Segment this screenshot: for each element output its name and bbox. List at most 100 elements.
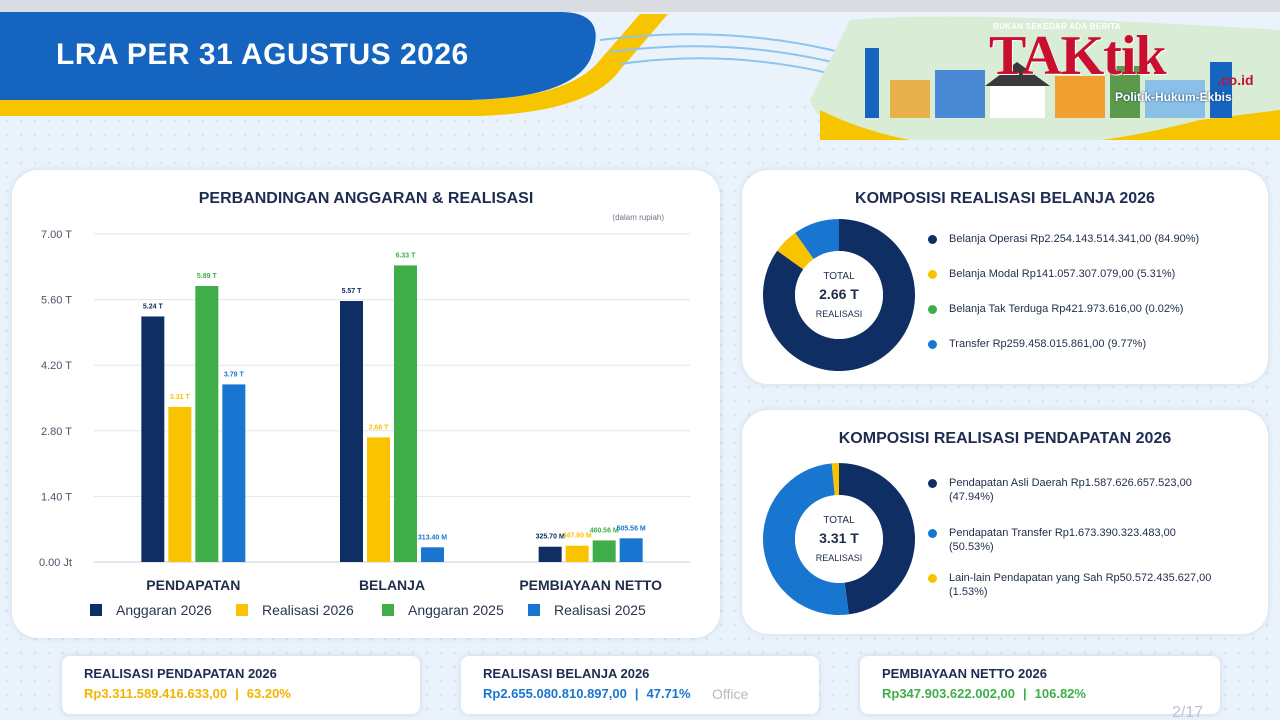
bar (168, 406, 192, 562)
slice-name: Belanja Modal (949, 268, 1019, 280)
y-tick-label: 5.60 T (41, 295, 72, 307)
summary-label: PEMBIAYAAN NETTO 2026 (882, 666, 1047, 681)
bar (222, 384, 246, 562)
summary-separator: | (235, 686, 239, 701)
bar-value-label: 3.79 T (224, 371, 245, 378)
bar-value-label: 325.70 M (536, 534, 565, 541)
summary-pendapatan: REALISASI PENDAPATAN 2026 Rp3.311.589.41… (62, 656, 420, 714)
legend-dot (928, 270, 937, 279)
pendapatan-composition-title: KOMPOSISI REALISASI PENDAPATAN 2026 (838, 430, 1172, 447)
bar (340, 301, 363, 562)
legend-dot (928, 305, 937, 314)
belanja-legend-item: Belanja Tak Terduga Rp421.973.616,00 (0.… (928, 302, 1183, 316)
slice-name: Transfer (949, 338, 990, 350)
bar (619, 538, 643, 562)
summary-pembiayaan: PEMBIAYAAN NETTO 2026 Rp347.903.622.002,… (860, 656, 1220, 714)
donut-slice (763, 219, 915, 371)
y-tick-label: 7.00 T (41, 229, 72, 241)
legend-dot (928, 235, 937, 244)
bar-value-label: 313.40 M (418, 534, 447, 541)
bar-value-label: 6.33 T (396, 252, 417, 259)
page-number: 2/17 (1172, 704, 1204, 720)
unit-note: (dalam rupiah) (612, 213, 664, 222)
belanja-donut-legend: Belanja Operasi Rp2.254.143.514.341,00 (… (928, 232, 1258, 362)
donut-center-sub: REALISASI (816, 309, 863, 319)
donut-center-sub: REALISASI (816, 553, 863, 563)
bar (538, 546, 562, 562)
bar-value-label: 5.24 T (143, 303, 164, 310)
slice-amount: Rp259.458.015.861,00 (992, 338, 1105, 350)
slice-name: Belanja Operasi (949, 233, 1028, 245)
legend-dot (928, 479, 937, 488)
donut-slice (777, 232, 814, 270)
bar-value-label: 505.56 M (617, 525, 646, 532)
logo-tagline: BUKAN SEKEDAR ADA BERITA (993, 22, 1121, 31)
bar-value-label: 3.31 T (170, 394, 191, 401)
legend-anggaran-2026: Anggaran 2026 (90, 602, 212, 618)
legend-label: Realisasi 2025 (554, 602, 646, 618)
donut-slice (795, 232, 814, 260)
window-top-strip (0, 0, 1280, 12)
summary-separator: | (1023, 686, 1027, 701)
watermark-overlay: Office (712, 686, 749, 702)
slice-name: Pendapatan Asli Daerah (949, 477, 1068, 489)
bar-value-label: 2.66 T (369, 424, 390, 431)
legend-label: Anggaran 2026 (116, 602, 212, 618)
summary-value: Rp347.903.622.002,00 | 106.82% (882, 686, 1198, 701)
legend-swatch (382, 604, 394, 616)
pendapatan-donut-legend: Pendapatan Asli Daerah Rp1.587.626.657.5… (928, 476, 1258, 606)
belanja-legend-item: Belanja Modal Rp141.057.307.079,00 (5.31… (928, 267, 1175, 281)
legend-swatch (528, 604, 540, 616)
bar (421, 547, 444, 562)
summary-percent: 106.82% (1034, 686, 1086, 701)
slice-percent: (1.53%) (949, 586, 988, 598)
summary-percent: 47.71% (646, 686, 691, 701)
pendapatan-donut-chart: TOTAL 3.31 T REALISASI (762, 463, 915, 616)
donut-center-label: TOTAL (823, 515, 855, 526)
slice-percent: (84.90%) (1154, 233, 1200, 245)
legend-swatch (236, 604, 248, 616)
donut-hole (795, 495, 883, 583)
header-band (0, 12, 1280, 140)
donut-center-label: TOTAL (823, 271, 855, 282)
legend-dot (928, 340, 937, 349)
summary-value: Rp2.655.080.810.897,00 | 47.71% (483, 686, 797, 701)
pendapatan-legend-item: Pendapatan Transfer Rp1.673.390.323.483,… (928, 526, 1176, 554)
slice-percent: (0.02%) (1144, 303, 1184, 315)
x-category-label: PENDAPATAN (146, 577, 240, 590)
slice-name: Pendapatan Transfer (949, 527, 1052, 539)
donut-slice (762, 463, 849, 616)
slice-percent: (9.77%) (1107, 338, 1147, 350)
summary-belanja: REALISASI BELANJA 2026 Rp2.655.080.810.8… (461, 656, 819, 714)
slice-amount: Rp2.254.143.514.341,00 (1030, 233, 1152, 245)
pendapatan-composition-card: KOMPOSISI REALISASI PENDAPATAN 2026 TOTA… (742, 410, 1268, 634)
donut-hole (795, 251, 883, 339)
bar (141, 316, 165, 562)
summary-percent: 63.20% (246, 686, 291, 701)
logo-tld: .co.id (1217, 72, 1254, 88)
legend-anggaran-2025: Anggaran 2025 (382, 602, 504, 618)
bar (592, 540, 616, 562)
summary-separator: | (634, 686, 639, 701)
slice-name: Belanja Tak Terduga (949, 303, 1049, 315)
donut-slice (839, 463, 915, 615)
x-category-label: BELANJA (359, 577, 425, 590)
donut-center-value: 3.31 T (819, 530, 859, 546)
summary-amount: Rp2.655.080.810.897,00 (483, 686, 627, 701)
legend-swatch (90, 604, 102, 616)
summary-value: Rp3.311.589.416.633,00 | 63.20% (84, 686, 398, 701)
donut-center-value: 2.66 T (819, 286, 859, 302)
belanja-legend-item: Belanja Operasi Rp2.254.143.514.341,00 (… (928, 232, 1199, 246)
y-tick-label: 4.20 T (41, 360, 72, 372)
bar (394, 265, 417, 562)
y-tick-label: 2.80 T (41, 426, 72, 438)
logo-brand: TAKtik (989, 28, 1167, 84)
bar-value-label: 460.56 M (590, 527, 619, 534)
pendapatan-legend-item: Lain-lain Pendapatan yang Sah Rp50.572.4… (928, 571, 1211, 599)
bar-chart: 0.00 Jt 1.40 T 2.80 T 4.20 T 5.60 T 7.00 T 5.2… (39, 229, 690, 590)
page-title: LRA PER 31 AGUSTUS 2026 (56, 38, 469, 71)
bar-value-label: 5.57 T (342, 288, 363, 295)
legend-label: Realisasi 2026 (262, 602, 354, 618)
legend-dot (928, 529, 937, 538)
legend-realisasi-2026: Realisasi 2026 (236, 602, 354, 618)
